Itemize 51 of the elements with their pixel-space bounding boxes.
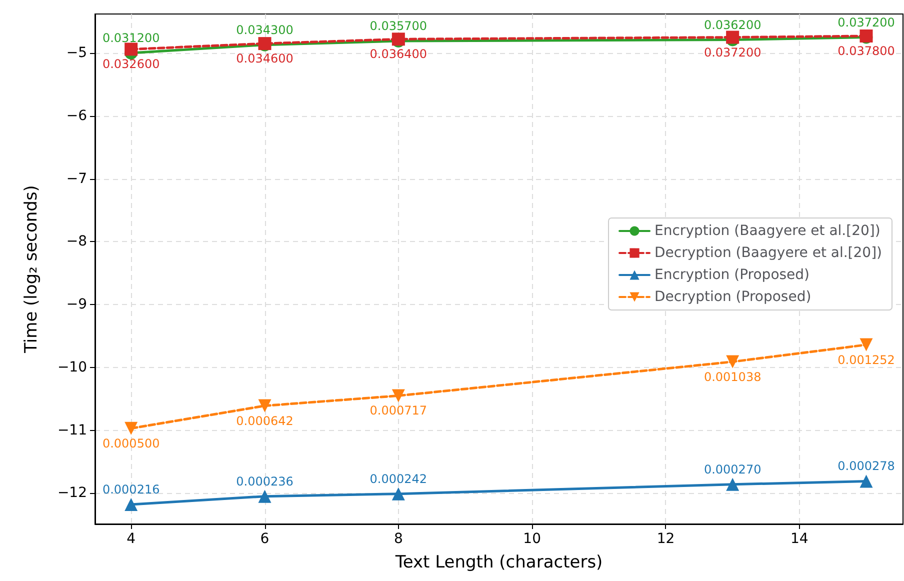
legend-label: Decryption (Proposed) xyxy=(654,289,812,305)
annotation: 0.000236 xyxy=(236,474,294,488)
x-tick-label: 4 xyxy=(126,531,136,547)
annotation: 0.000216 xyxy=(102,482,160,497)
annotation: 0.000717 xyxy=(370,404,428,418)
annotation: 0.001038 xyxy=(704,370,762,384)
x-tick-label: 10 xyxy=(523,531,541,547)
point xyxy=(258,490,272,503)
y-tick-label: −8 xyxy=(66,234,87,250)
point xyxy=(392,389,405,402)
y-tick-label: −5 xyxy=(66,44,87,61)
point xyxy=(860,338,873,352)
annotation: 0.037200 xyxy=(838,15,895,30)
annotation: 0.034600 xyxy=(236,52,294,66)
y-tick-label: −11 xyxy=(57,422,87,438)
point xyxy=(860,474,873,488)
x-axis-title: Text Length (characters) xyxy=(394,552,603,572)
y-tick-label: −10 xyxy=(57,359,87,376)
x-tick-label: 6 xyxy=(260,531,270,547)
point xyxy=(124,422,138,435)
annotation: 0.035700 xyxy=(370,19,428,34)
point xyxy=(124,42,138,56)
annotation: 0.000642 xyxy=(236,414,294,428)
point xyxy=(258,399,272,412)
annotation: 0.000500 xyxy=(102,436,160,450)
y-axis-title: Time (log₂ seconds) xyxy=(22,185,42,354)
x-tick-label: 8 xyxy=(394,531,403,547)
y-tick-label: −12 xyxy=(57,485,87,502)
annotation: 0.037800 xyxy=(838,44,895,58)
legend-label: Decryption (Baagyere et al.[20]) xyxy=(654,245,882,261)
point xyxy=(124,498,138,512)
point xyxy=(726,478,740,491)
annotation: 0.000278 xyxy=(838,459,895,474)
y-tick-label: −7 xyxy=(66,170,87,187)
x-tick-label: 14 xyxy=(790,531,808,547)
annotation: 0.001252 xyxy=(838,352,895,367)
legend-label: Encryption (Baagyere et al.[20]) xyxy=(654,223,880,239)
point xyxy=(726,355,740,368)
legend-label: Encryption (Proposed) xyxy=(654,267,810,283)
annotation: 0.037200 xyxy=(704,45,762,60)
x-tick-label: 12 xyxy=(656,531,675,547)
annotation: 0.036400 xyxy=(370,47,428,62)
annotation: 0.000270 xyxy=(704,462,762,476)
annotation: 0.031200 xyxy=(102,30,160,45)
point xyxy=(392,487,405,500)
annotation: 0.032600 xyxy=(102,57,160,72)
annotation: 0.034300 xyxy=(236,22,294,37)
annotation: 0.036200 xyxy=(704,18,762,32)
y-tick-label: −9 xyxy=(66,296,87,313)
annotation: 0.000242 xyxy=(370,472,428,486)
y-tick-label: −6 xyxy=(66,108,88,124)
